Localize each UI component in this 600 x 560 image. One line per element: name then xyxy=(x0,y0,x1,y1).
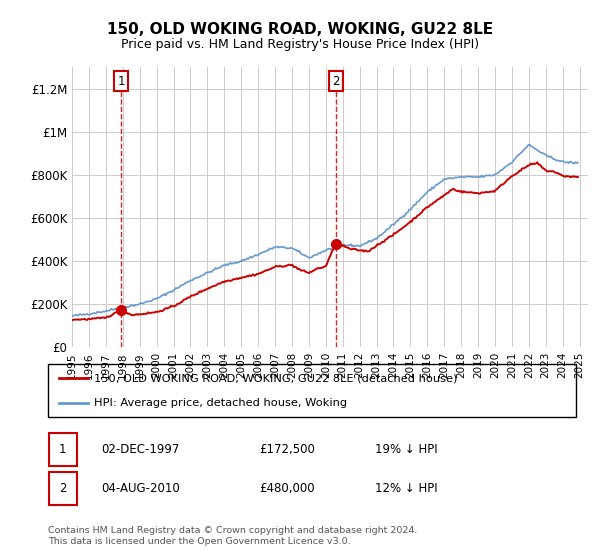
Text: Price paid vs. HM Land Registry's House Price Index (HPI): Price paid vs. HM Land Registry's House … xyxy=(121,38,479,51)
Text: 1: 1 xyxy=(59,442,67,455)
FancyBboxPatch shape xyxy=(49,432,77,465)
Text: 02-DEC-1997: 02-DEC-1997 xyxy=(101,442,179,455)
Text: 12% ↓ HPI: 12% ↓ HPI xyxy=(376,483,438,496)
Text: 2: 2 xyxy=(332,74,340,88)
Text: 150, OLD WOKING ROAD, WOKING, GU22 8LE: 150, OLD WOKING ROAD, WOKING, GU22 8LE xyxy=(107,22,493,38)
Text: £172,500: £172,500 xyxy=(259,442,315,455)
FancyBboxPatch shape xyxy=(49,473,77,506)
Text: 04-AUG-2010: 04-AUG-2010 xyxy=(101,483,179,496)
Text: 1: 1 xyxy=(118,74,125,88)
Text: £480,000: £480,000 xyxy=(259,483,315,496)
Text: HPI: Average price, detached house, Woking: HPI: Average price, detached house, Woki… xyxy=(94,398,347,408)
Text: 150, OLD WOKING ROAD, WOKING, GU22 8LE (detached house): 150, OLD WOKING ROAD, WOKING, GU22 8LE (… xyxy=(94,374,458,384)
Text: Contains HM Land Registry data © Crown copyright and database right 2024.
This d: Contains HM Land Registry data © Crown c… xyxy=(48,526,418,546)
Text: 19% ↓ HPI: 19% ↓ HPI xyxy=(376,442,438,455)
Text: 2: 2 xyxy=(59,483,67,496)
